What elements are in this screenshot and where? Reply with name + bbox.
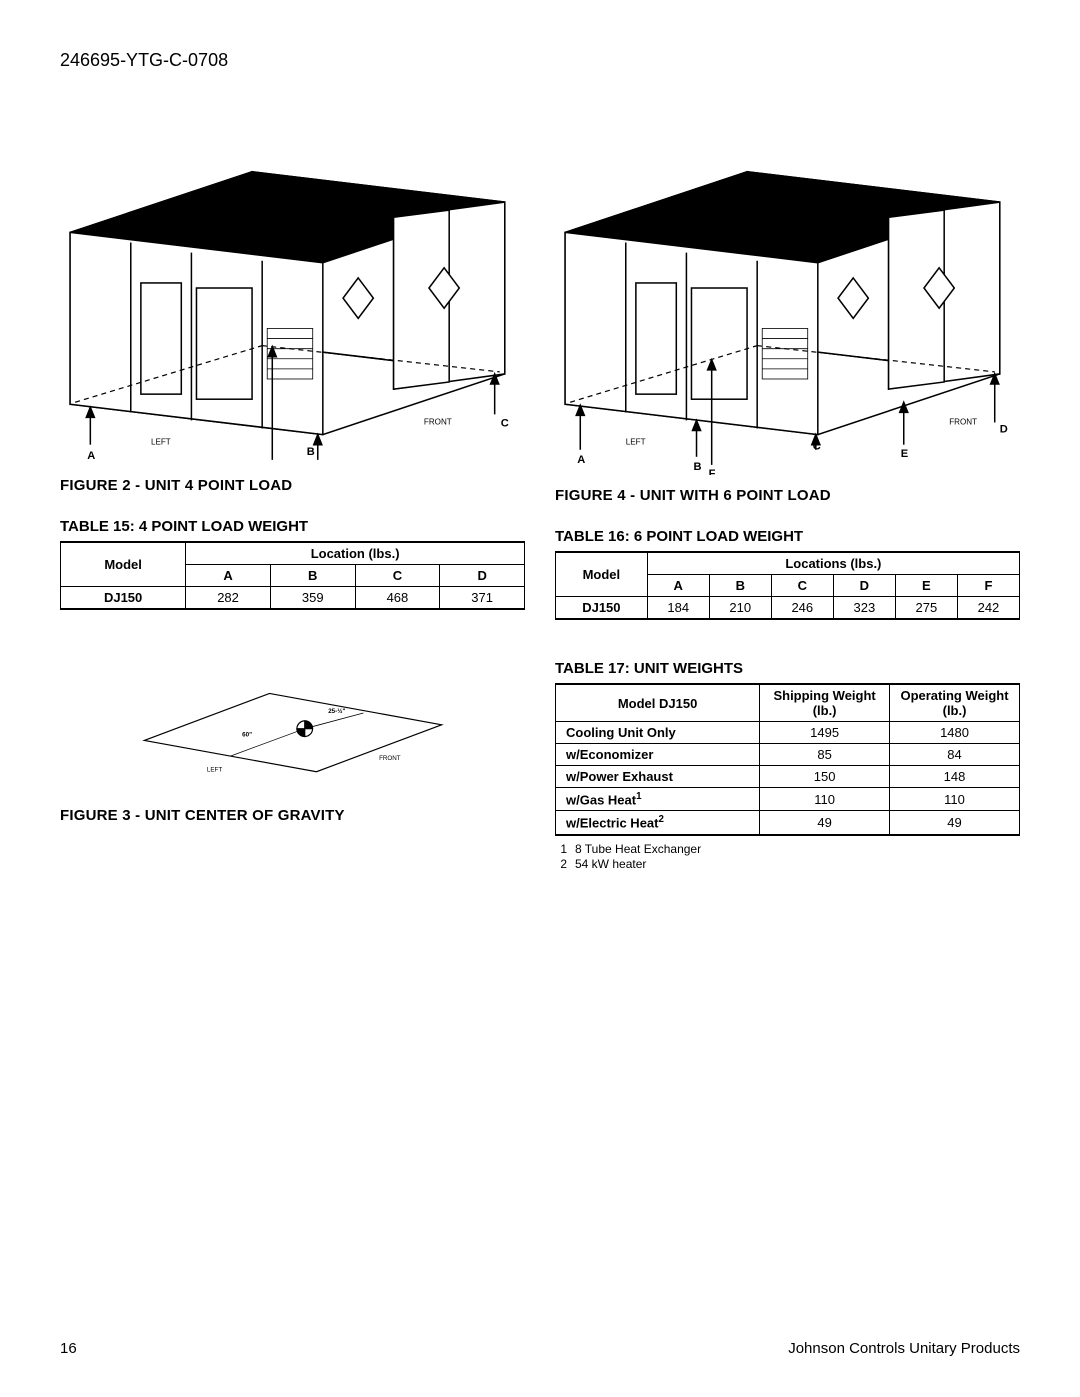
fig4-left-label: LEFT — [626, 438, 646, 447]
t17-r0-ship: 1495 — [760, 722, 890, 744]
table-17: Model DJ150 Shipping Weight (lb.) Operat… — [555, 683, 1020, 836]
table-17-footnotes: 18 Tube Heat Exchanger 254 kW heater — [555, 842, 1020, 873]
t17-r1-label: w/Economizer — [556, 744, 760, 766]
t16-col-a: A — [647, 575, 709, 597]
t16-group-header: Locations (lbs.) — [647, 552, 1019, 575]
t17-r2-op: 148 — [890, 766, 1020, 788]
t17-r2-label: w/Power Exhaust — [556, 766, 760, 788]
t17-r0-op: 1480 — [890, 722, 1020, 744]
t16-col-c: C — [771, 575, 833, 597]
figure-3: 60" 25-½" LEFT FRONT — [60, 670, 525, 795]
t16-r0-e: 275 — [895, 597, 957, 620]
t16-model-header: Model — [556, 552, 648, 597]
t15-r0-a: 282 — [186, 586, 271, 609]
t15-model-header: Model — [61, 542, 186, 587]
t17-r0-label: Cooling Unit Only — [556, 722, 760, 744]
document-number: 246695-YTG-C-0708 — [60, 50, 1020, 71]
t15-col-d: D — [440, 564, 525, 586]
fig4-point-e: E — [901, 448, 908, 460]
t16-r0-f: 242 — [957, 597, 1019, 620]
t16-r0-d: 323 — [833, 597, 895, 620]
fig2-left-label: LEFT — [151, 438, 171, 447]
t17-shipping-header: Shipping Weight (lb.) — [760, 684, 890, 722]
figure-3-caption: FIGURE 3 - UNIT CENTER OF GRAVITY — [60, 807, 525, 824]
t17-r3-label: w/Gas Heat1 — [556, 788, 760, 811]
t15-r0-model: DJ150 — [61, 586, 186, 609]
t17-r1-ship: 85 — [760, 744, 890, 766]
t16-r0-model: DJ150 — [556, 597, 648, 620]
page-number: 16 — [60, 1340, 77, 1357]
t15-group-header: Location (lbs.) — [186, 542, 525, 565]
footer-text: Johnson Controls Unitary Products — [788, 1340, 1020, 1357]
t16-r0-a: 184 — [647, 597, 709, 620]
unit-6-point-load-diagram: A B C D E F FRONT LEFT — [555, 101, 1020, 475]
t16-col-e: E — [895, 575, 957, 597]
t17-r3-op: 110 — [890, 788, 1020, 811]
t15-r0-c: 468 — [355, 586, 440, 609]
fig3-left-label: LEFT — [206, 767, 221, 774]
t15-col-c: C — [355, 564, 440, 586]
t17-r1-op: 84 — [890, 744, 1020, 766]
t17-operating-header: Operating Weight (lb.) — [890, 684, 1020, 722]
fig2-point-b: B — [307, 446, 315, 458]
fig3-dim-x: 60" — [242, 731, 252, 738]
figure-2: A B C D FRONT LEFT — [60, 101, 525, 465]
fig2-point-d: D — [269, 464, 277, 465]
figure-2-caption: FIGURE 2 - UNIT 4 POINT LOAD — [60, 477, 525, 494]
fig2-point-c: C — [501, 417, 509, 429]
fig4-point-c: C — [813, 441, 821, 453]
t16-r0-b: 210 — [709, 597, 771, 620]
t15-r0-d: 371 — [440, 586, 525, 609]
t15-r0-b: 359 — [270, 586, 355, 609]
t15-col-a: A — [186, 564, 271, 586]
table-15-caption: TABLE 15: 4 POINT LOAD WEIGHT — [60, 518, 525, 535]
table-15: Model Location (lbs.) A B C D DJ150 282 … — [60, 541, 525, 610]
table-17-caption: TABLE 17: UNIT WEIGHTS — [555, 660, 1020, 677]
fig4-front-label: FRONT — [949, 417, 977, 426]
t15-col-b: B — [270, 564, 355, 586]
figure-4: A B C D E F FRONT LEFT — [555, 101, 1020, 475]
t17-r4-label: w/Electric Heat2 — [556, 811, 760, 835]
center-of-gravity-diagram: 60" 25-½" LEFT FRONT — [113, 670, 473, 795]
table-16: Model Locations (lbs.) A B C D E F DJ150… — [555, 551, 1020, 620]
t16-col-b: B — [709, 575, 771, 597]
t17-r3-ship: 110 — [760, 788, 890, 811]
fig2-point-a: A — [87, 450, 95, 462]
fig4-point-f: F — [709, 468, 716, 475]
t16-col-d: D — [833, 575, 895, 597]
t17-r4-ship: 49 — [760, 811, 890, 835]
fig2-front-label: FRONT — [424, 417, 452, 426]
t17-r2-ship: 150 — [760, 766, 890, 788]
fig3-dim-y: 25-½" — [328, 708, 345, 715]
t16-col-f: F — [957, 575, 1019, 597]
fig3-front-label: FRONT — [379, 755, 401, 762]
t17-r4-op: 49 — [890, 811, 1020, 835]
fig4-point-a: A — [577, 454, 585, 466]
unit-4-point-load-diagram: A B C D FRONT LEFT — [60, 101, 525, 465]
table-16-caption: TABLE 16: 6 POINT LOAD WEIGHT — [555, 528, 1020, 545]
t16-r0-c: 246 — [771, 597, 833, 620]
figure-4-caption: FIGURE 4 - UNIT WITH 6 POINT LOAD — [555, 487, 1020, 504]
fig4-point-b: B — [693, 461, 701, 473]
t17-model-header: Model DJ150 — [556, 684, 760, 722]
fig4-point-d: D — [1000, 424, 1008, 436]
